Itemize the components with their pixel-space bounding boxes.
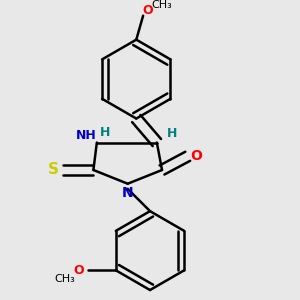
Text: CH₃: CH₃ [54, 274, 75, 284]
Text: O: O [74, 264, 84, 277]
Text: CH₃: CH₃ [152, 0, 172, 11]
Text: N: N [122, 186, 134, 200]
Text: S: S [47, 163, 58, 178]
Text: O: O [142, 4, 153, 17]
Text: H: H [167, 128, 178, 140]
Text: NH: NH [76, 129, 97, 142]
Text: H: H [100, 126, 111, 139]
Text: O: O [190, 149, 202, 163]
